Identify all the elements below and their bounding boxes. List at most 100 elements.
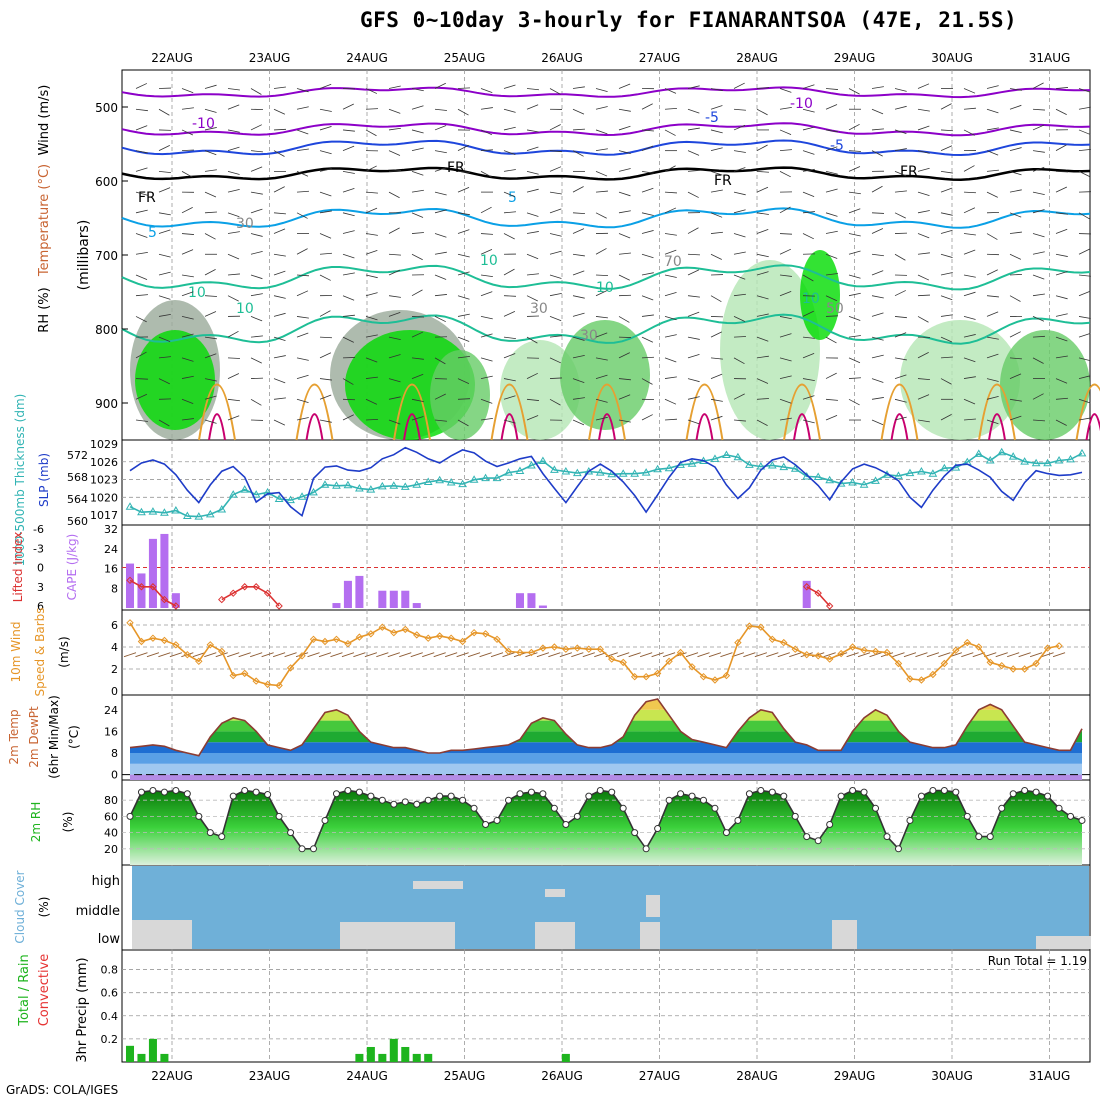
lifted-index-series-point xyxy=(825,602,834,610)
thickness-series-point xyxy=(710,454,720,462)
rh-series-point xyxy=(906,816,914,824)
rh-series-point xyxy=(814,837,822,845)
wind-barb xyxy=(595,316,608,319)
wind-barb xyxy=(618,378,631,381)
wind-tick-label: 0 xyxy=(111,685,118,698)
wind-barb xyxy=(572,150,584,157)
wind-speed-series-point xyxy=(470,628,478,637)
surface-wind-barb xyxy=(1007,652,1020,658)
wind-barb xyxy=(1078,171,1090,177)
wind-barb xyxy=(1009,88,1022,91)
wind-barb xyxy=(756,398,769,400)
wind-barb xyxy=(986,353,999,359)
wind-barb xyxy=(595,374,608,379)
wind-barb xyxy=(940,253,953,258)
wind-barb xyxy=(135,83,148,89)
surface-wind-barb xyxy=(192,652,205,658)
surface-wind-barb xyxy=(559,652,572,658)
wind-barb xyxy=(825,104,838,110)
wind-speed-series-point xyxy=(734,638,742,647)
wind-barb xyxy=(710,147,723,152)
date-label-bottom: 29AUG xyxy=(834,1069,876,1083)
wind-barb xyxy=(1055,87,1068,89)
wind-barb xyxy=(1055,336,1068,342)
contour-label: 5 xyxy=(148,225,157,241)
wind-barb xyxy=(227,330,239,338)
wind-barb xyxy=(848,123,860,131)
wind-barb xyxy=(1055,108,1067,116)
wind-barb xyxy=(664,334,677,338)
wind-barb xyxy=(986,150,999,156)
surface-wind-barb xyxy=(376,652,389,658)
wind-barb xyxy=(1055,212,1068,215)
surface-wind-barb xyxy=(915,652,928,658)
wind-barb xyxy=(1009,357,1022,360)
lifted-index-series-point xyxy=(263,589,272,597)
wind-barb xyxy=(480,249,493,255)
surface-wind-barb xyxy=(135,652,148,658)
wind-barb xyxy=(572,312,585,317)
wind-barb xyxy=(664,398,677,405)
wind-barb xyxy=(595,190,608,193)
wind-speed-series-point xyxy=(871,647,880,656)
wind-barb xyxy=(388,108,401,114)
wind-barb xyxy=(894,88,907,92)
wind-barb xyxy=(273,270,286,276)
thickness-series-point xyxy=(722,450,731,458)
wind-barb xyxy=(342,103,354,110)
wind-barb xyxy=(733,108,746,111)
hot-isotherm xyxy=(500,413,519,441)
wind-barb xyxy=(365,334,378,338)
wind-barb xyxy=(825,146,838,152)
thickness-series-point xyxy=(458,479,467,488)
panel-frames xyxy=(121,69,1091,1063)
thickness-series-point xyxy=(469,475,479,483)
rh-series-point xyxy=(137,788,145,796)
wind-speed-series-point xyxy=(1009,665,1017,673)
cloud-background xyxy=(132,866,1089,949)
wind-barb xyxy=(779,206,791,214)
wind-speed-series-point xyxy=(940,659,949,668)
rh-series-point xyxy=(791,812,799,820)
wind-barb xyxy=(871,354,884,359)
wind-barb xyxy=(503,126,516,131)
wind-barb xyxy=(526,188,539,193)
wind-barb xyxy=(710,253,722,260)
wind-barb xyxy=(342,145,355,152)
wind-barb xyxy=(549,150,562,153)
wind-barb xyxy=(986,336,999,340)
wind-barb xyxy=(756,170,769,173)
wind-barb xyxy=(319,83,332,89)
lifted-index-series-point xyxy=(240,583,249,591)
wind-barb xyxy=(250,208,263,214)
wind-barb xyxy=(1009,212,1022,218)
wind-barb xyxy=(549,208,562,214)
wind-barb xyxy=(1055,378,1068,384)
date-label-bottom: 27AUG xyxy=(639,1069,681,1083)
wind-barb xyxy=(848,292,861,297)
cape-bar xyxy=(412,603,421,608)
wind-barb xyxy=(434,191,447,196)
wind-barb xyxy=(1078,129,1091,135)
precip-tick-label: 0.6 xyxy=(101,987,119,1000)
wind-speed-series-point xyxy=(952,646,960,655)
wind-speed-series-point xyxy=(630,672,639,681)
wind-barb xyxy=(664,357,677,363)
thickness-series-point xyxy=(355,484,364,492)
surface-wind-barb xyxy=(651,652,664,658)
wind-barb xyxy=(1078,274,1091,277)
wind-speed-series-point xyxy=(1032,659,1040,668)
surface-wind-barb xyxy=(318,652,332,658)
rh-series-point xyxy=(229,792,237,800)
rh-tick-label: 80 xyxy=(104,794,118,807)
wind-barb xyxy=(940,212,953,216)
wind-barb xyxy=(526,273,539,276)
rh-shading xyxy=(900,320,1020,440)
thickness-series-point xyxy=(412,480,422,488)
thickness-series-point xyxy=(251,490,261,498)
wind-barb xyxy=(825,295,838,302)
wind-barb xyxy=(710,415,723,421)
wind-barb xyxy=(181,375,194,379)
wind-barb xyxy=(480,107,493,110)
wind-barb xyxy=(296,332,309,338)
